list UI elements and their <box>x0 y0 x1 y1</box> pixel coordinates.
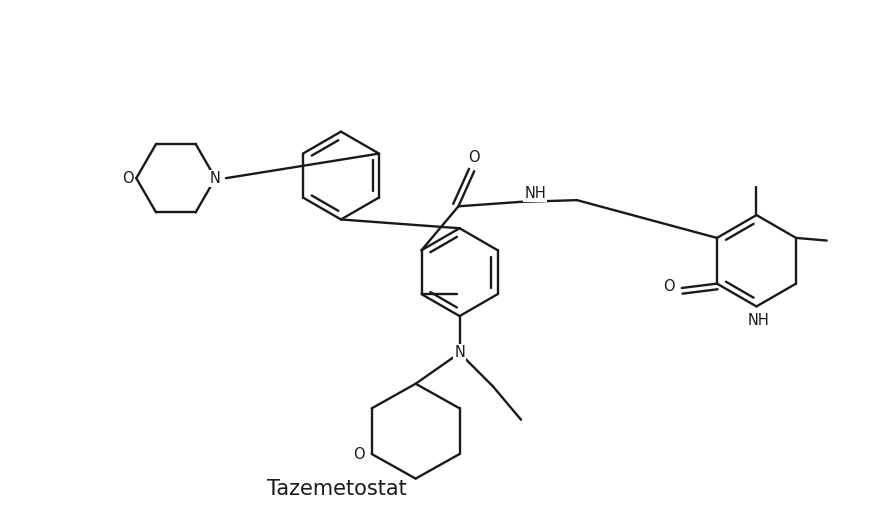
Text: NH: NH <box>747 313 769 328</box>
Text: O: O <box>354 447 365 462</box>
Text: O: O <box>122 171 133 185</box>
Text: N: N <box>210 171 221 185</box>
Text: N: N <box>454 346 465 361</box>
Text: Tazemetostat: Tazemetostat <box>267 479 407 499</box>
Text: O: O <box>469 150 480 165</box>
Text: NH: NH <box>524 185 546 200</box>
Text: O: O <box>663 279 674 294</box>
